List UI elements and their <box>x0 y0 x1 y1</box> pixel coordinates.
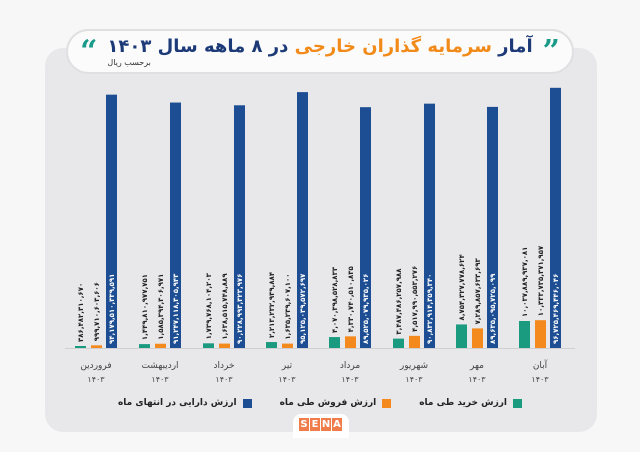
data-label-sell: ۴,۵۱۷,۹۹۰,۵۵۳,۲۷۶ <box>411 266 419 332</box>
bar-buy <box>456 324 467 348</box>
bar-buy <box>329 337 340 348</box>
x-tick-year: ۱۴۰۳ <box>87 375 105 384</box>
legend-assets-swatch <box>242 398 252 408</box>
quote-open-icon: “ <box>80 33 98 69</box>
data-label-buy: ۱,۷۳۹,۷۶۸,۱۰۴,۲۰۳ <box>205 272 213 339</box>
data-label-sell: ۱,۶۳۸,۵۱۵,۷۴۸,۸۸۹ <box>221 273 229 340</box>
data-label-assets: ۹۶,۷۲۵,۴۶۹,۴۴۶,۰۴۶ <box>552 274 560 344</box>
bar-sell <box>409 335 420 348</box>
data-label-assets: ۹۰,۲۲۸,۹۹۳,۳۲۳,۹۷۶ <box>236 274 244 344</box>
bar-buy <box>393 338 404 348</box>
title-banner: “ آمار سرمایه گذاران خارجی در ۸ ماهه سال… <box>66 29 574 74</box>
data-label-sell: ۱,۶۳۵,۲۳۹,۶۰۷,۱۰۰ <box>284 273 292 339</box>
bar-assets <box>550 87 561 349</box>
bar-buy <box>266 342 277 348</box>
legend-sell-label: ارزش فروش طی ماه <box>279 398 377 408</box>
bar-sell <box>155 343 166 348</box>
bar-sell <box>219 343 230 348</box>
data-label-buy: ۴,۰۷۰,۳۹۸,۵۲۸,۸۳۳ <box>331 266 339 333</box>
unit-subtitle: برحسب ریال <box>107 57 151 67</box>
legend: ارزش خرید طی ماه ارزش فروش طی ماه ارزش د… <box>60 396 580 410</box>
legend-buy-swatch <box>513 398 523 408</box>
data-label-buy: ۱۰,۰۳۷,۸۸۹,۹۳۷,۰۸۱ <box>521 247 529 317</box>
x-tick-label: خرداد <box>213 361 234 371</box>
data-label-buy: ۱,۴۴۹,۸۱۰,۹۷۷,۷۵۱ <box>141 274 149 340</box>
x-tick-label: شهریور <box>399 361 428 371</box>
bar-buy <box>203 343 214 348</box>
legend-sell: ارزش فروش طی ماه <box>280 396 392 410</box>
x-tick-year: ۱۴۰۳ <box>215 375 233 384</box>
x-tick-label: اردیبهشت <box>141 361 178 371</box>
bar-assets <box>106 94 117 348</box>
x-tick-year: ۱۴۰۳ <box>278 375 296 384</box>
bar-buy <box>519 320 530 348</box>
chart-card <box>45 48 597 432</box>
legend-sell-swatch <box>382 398 392 408</box>
quote-close-icon: ” <box>542 33 560 69</box>
x-tick-label: فروردین <box>80 361 111 371</box>
data-label-buy: ۳,۴۸۷,۴۸۶,۲۵۷,۹۸۸ <box>395 268 403 335</box>
data-label-assets: ۹۵,۱۲۵,۰۳۹,۵۷۲,۶۹۷ <box>299 273 307 344</box>
data-label-sell: ۴,۳۳۰,۷۴۰,۵۱۰,۸۳۵ <box>347 265 355 332</box>
bar-assets <box>360 107 371 348</box>
data-label-assets: ۹۴,۱۷۹,۵۱۰,۳۳۹,۵۹۱ <box>108 274 116 344</box>
bar-assets <box>297 92 308 348</box>
data-label-buy: ۲,۲۱۳,۲۳۲,۹۳۹,۸۸۴ <box>268 271 276 338</box>
data-label-buy: ۸,۷۵۴,۳۲۷,۷۷۸,۶۲۴ <box>458 254 466 321</box>
legend-buy: ارزش خرید طی ماه <box>419 396 523 410</box>
data-label-sell: ۷,۲۸۹,۸۵۷,۶۳۳,۶۹۳ <box>474 257 482 324</box>
x-tick-year: ۱۴۰۳ <box>531 375 549 384</box>
title-block: آمار سرمایه گذاران خارجی در ۸ ماهه سال ۱… <box>107 36 532 68</box>
page-title: آمار سرمایه گذاران خارجی در ۸ ماهه سال ۱… <box>107 36 532 58</box>
data-label-sell: ۱,۵۸۵,۳۹۴,۳۰۶,۹۷۱ <box>157 274 165 340</box>
title-highlight: سرمایه گذاران خارجی <box>294 35 492 57</box>
data-label-assets: ۸۹,۵۲۵,۰۷۹,۹۳۵,۰۲۶ <box>362 274 370 344</box>
data-label-assets: ۹۰,۸۳۲,۹۱۴,۳۵۹,۳۴۰ <box>426 274 434 344</box>
bar-sell <box>345 336 356 348</box>
bar-buy <box>75 346 86 348</box>
x-tick-year: ۱۴۰۳ <box>468 375 486 384</box>
title-part2: در ۸ ماهه سال ۱۴۰۳ <box>107 35 289 57</box>
data-label-buy: ۳۸۶,۴۸۲,۳۱۰,۶۷۰ <box>77 283 85 342</box>
data-label-assets: ۸۹,۶۳۵,۰۹۵,۷۲۵,۰۹۹ <box>489 273 497 344</box>
x-tick-year: ۱۴۰۳ <box>405 375 423 384</box>
x-tick-label: آبان <box>533 359 548 371</box>
x-tick-year: ۱۴۰۳ <box>151 375 169 384</box>
bar-sell <box>535 320 546 348</box>
x-tick-label: مرداد <box>340 361 360 371</box>
legend-assets: ارزش دارایی در انتهای ماه <box>118 396 252 410</box>
bar-sell <box>91 345 102 348</box>
bar-sell <box>472 328 483 348</box>
legend-assets-label: ارزش دارایی در انتهای ماه <box>117 398 237 408</box>
bar-assets <box>487 106 498 348</box>
bar-assets <box>170 102 181 348</box>
title-wrap: “ آمار سرمایه گذاران خارجی در ۸ ماهه سال… <box>0 29 640 74</box>
bar-assets <box>234 105 245 349</box>
legend-buy-label: ارزش خرید طی ماه <box>419 398 508 408</box>
bar-sell <box>282 343 293 348</box>
bar-buy <box>139 344 150 348</box>
bar-assets <box>424 103 435 349</box>
data-label-sell: ۹۹۹,۷۱۰,۶۰۳,۶۰۶ <box>93 282 101 341</box>
title-part1: آمار <box>498 35 533 57</box>
x-tick-label: تیر <box>281 361 293 371</box>
data-label-sell: ۱۰,۳۳۳,۷۳۵,۳۷۱,۹۵۷ <box>537 245 545 316</box>
data-label-assets: ۹۱,۲۴۷,۱۱۸,۳۰۵,۹۴۳ <box>172 273 180 344</box>
x-tick-label: مهر <box>469 361 484 371</box>
x-tick-year: ۱۴۰۳ <box>341 375 359 384</box>
